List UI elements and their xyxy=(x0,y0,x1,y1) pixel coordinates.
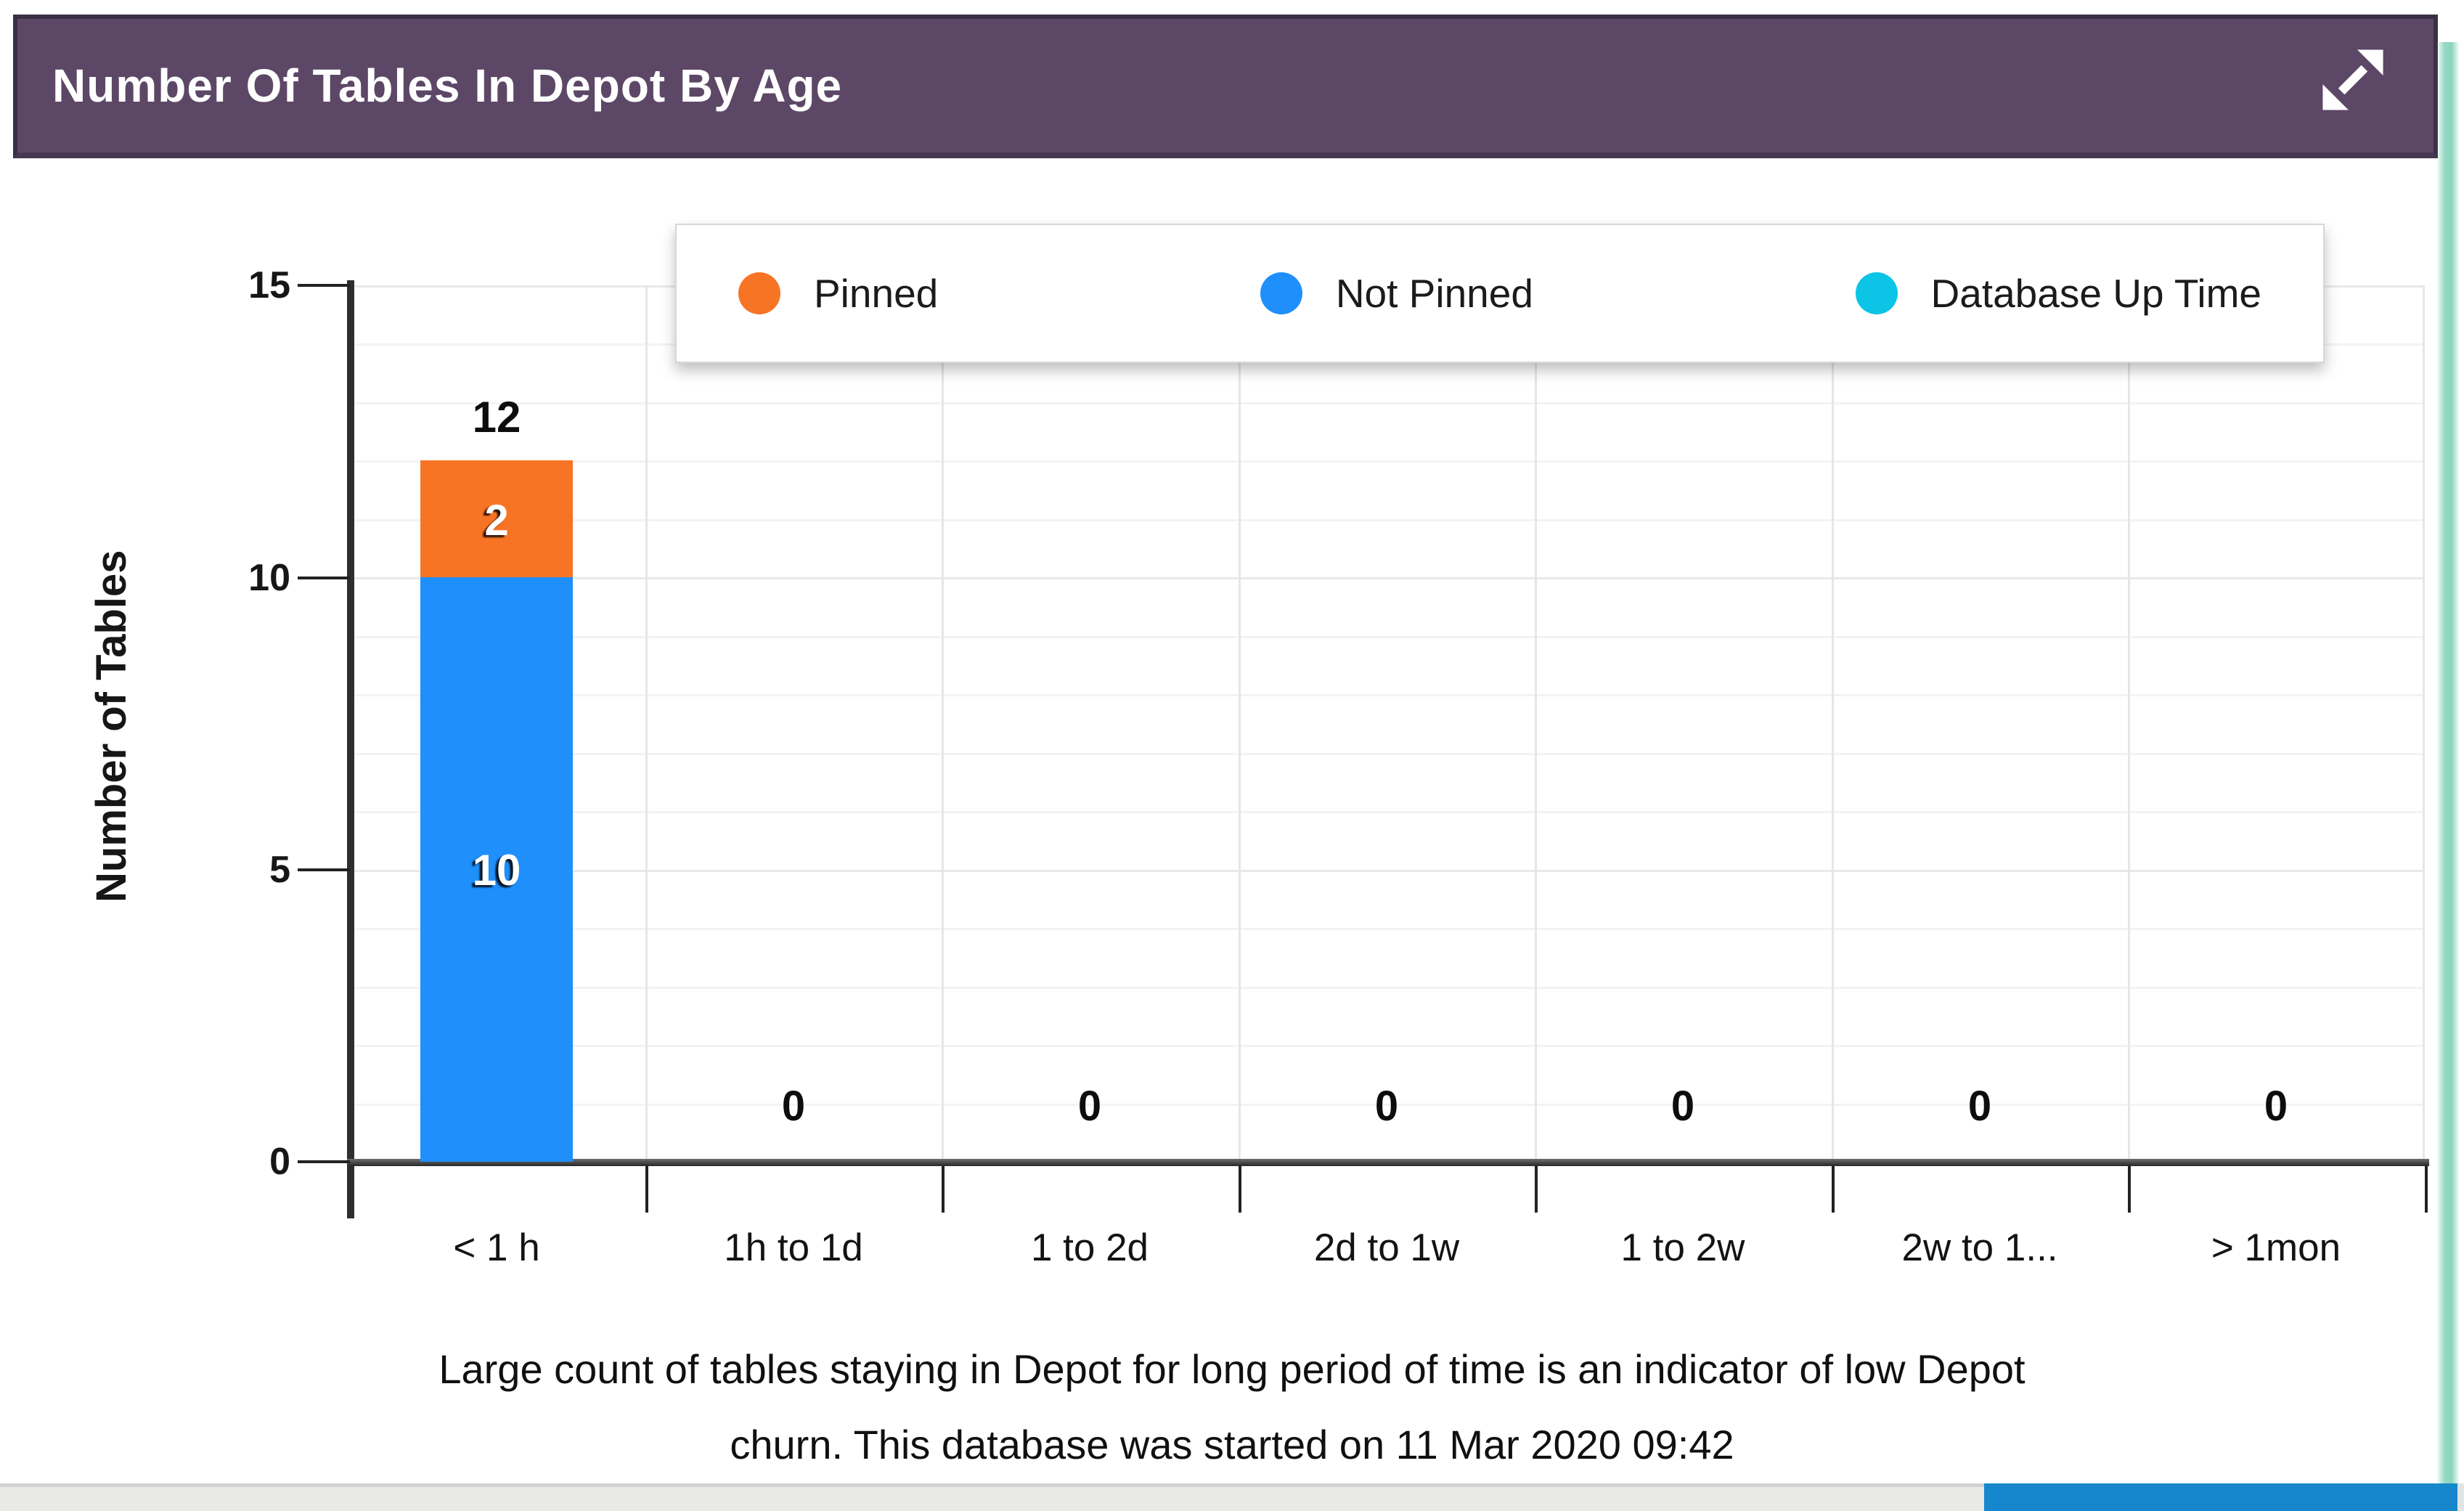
x-tick xyxy=(2425,1166,2428,1213)
caption-line-2: churn. This database was started on 11 M… xyxy=(730,1422,1734,1467)
gridline-v xyxy=(2423,285,2425,1162)
y-axis-title: Number of Tables xyxy=(88,550,135,903)
x-tick xyxy=(1832,1166,1835,1213)
legend-label: Database Up Time xyxy=(1930,271,2262,316)
gridline-h xyxy=(350,928,2425,930)
gridline-v xyxy=(942,285,944,1162)
expand-diagonal-arrows-icon xyxy=(2322,49,2383,110)
x-category-label: 1 to 2d xyxy=(1030,1226,1149,1269)
gridline-h xyxy=(350,519,2425,521)
gridline-h-major xyxy=(350,577,2425,579)
gridline-h xyxy=(350,753,2425,755)
gridline-h xyxy=(350,402,2425,404)
gridline-h-major xyxy=(350,870,2425,872)
legend-item-database-up-time[interactable]: Database Up Time xyxy=(1855,270,2262,317)
bar-segment-label-not-pinned: 10 xyxy=(472,846,521,895)
horizontal-scrollbar[interactable] xyxy=(0,1483,2464,1511)
legend-item-pinned[interactable]: Pinned xyxy=(738,270,938,317)
y-tick-label: 5 xyxy=(269,849,290,891)
pinned-dot-icon xyxy=(738,272,780,314)
bar-pinned[interactable] xyxy=(420,460,573,577)
scrollbar-end-cap xyxy=(2457,1483,2464,1511)
x-category-label: 2d to 1w xyxy=(1313,1226,1460,1269)
x-tick xyxy=(942,1166,945,1213)
y-axis xyxy=(347,280,354,1218)
bar-total-label: 0 xyxy=(1077,1083,1102,1130)
legend-label: Pinned xyxy=(814,271,939,316)
bar-total-label: 0 xyxy=(1967,1083,1992,1130)
x-category-label: 1h to 1d xyxy=(724,1226,863,1269)
gridline-v xyxy=(1239,285,1241,1162)
bar-total-label: 12 xyxy=(472,393,521,441)
gridline-v xyxy=(2128,285,2130,1162)
y-tick-label: 15 xyxy=(248,264,290,306)
x-category-label: < 1 h xyxy=(453,1226,540,1269)
bar-total-label: 0 xyxy=(781,1083,806,1130)
legend: Pinned Not Pinned Database Up Time xyxy=(675,224,2325,363)
not-pinned-dot-icon xyxy=(1260,272,1302,314)
x-tick xyxy=(1535,1166,1538,1213)
chart-caption: Large count of tables staying in Depot f… xyxy=(0,1332,2464,1483)
bar-total-label: 0 xyxy=(1670,1083,1695,1130)
panel-header: Number Of Tables In Depot By Age xyxy=(13,15,2438,158)
gridline-h xyxy=(350,460,2425,463)
x-category-label: > 1mon xyxy=(2211,1226,2341,1269)
gridline-h xyxy=(350,694,2425,696)
chart-area xyxy=(13,158,2438,1481)
legend-label: Not Pinned xyxy=(1335,271,1533,316)
gridline-h xyxy=(350,1104,2425,1106)
y-tick xyxy=(298,868,350,871)
x-category-label: 2w to 1... xyxy=(1901,1226,2058,1269)
database-up-time-dot-icon xyxy=(1855,272,1898,314)
bar-total-label: 0 xyxy=(2264,1083,2288,1130)
gridline-h xyxy=(350,987,2425,989)
gridline-v xyxy=(1535,285,1537,1162)
y-tick-label: 0 xyxy=(269,1141,290,1183)
legend-item-not-pinned[interactable]: Not Pinned xyxy=(1260,270,1533,317)
gridline-v xyxy=(1832,285,1834,1162)
gridline-h xyxy=(350,636,2425,638)
gridline-h xyxy=(350,811,2425,813)
y-tick-label: 10 xyxy=(248,557,290,599)
y-tick xyxy=(298,1160,350,1163)
x-tick xyxy=(2128,1166,2131,1213)
y-tick xyxy=(298,284,350,287)
caption-line-1: Large count of tables staying in Depot f… xyxy=(438,1346,2026,1392)
x-axis xyxy=(347,1159,2429,1166)
y-tick xyxy=(298,577,350,579)
bar-not-pinned[interactable] xyxy=(420,577,573,1162)
scrollbar-thumb[interactable] xyxy=(1984,1483,2457,1511)
gridline-v xyxy=(645,285,648,1162)
panel-title: Number Of Tables In Depot By Age xyxy=(52,60,843,112)
x-tick xyxy=(645,1166,648,1213)
x-tick xyxy=(1239,1166,1241,1213)
expand-icon[interactable] xyxy=(2309,39,2388,119)
bar-total-label: 0 xyxy=(1374,1083,1399,1130)
panel-right-accent-border xyxy=(2436,42,2460,1486)
bar-segment-label-pinned: 2 xyxy=(484,496,509,545)
gridline-h xyxy=(350,1045,2425,1047)
x-category-label: 1 to 2w xyxy=(1620,1226,1745,1269)
